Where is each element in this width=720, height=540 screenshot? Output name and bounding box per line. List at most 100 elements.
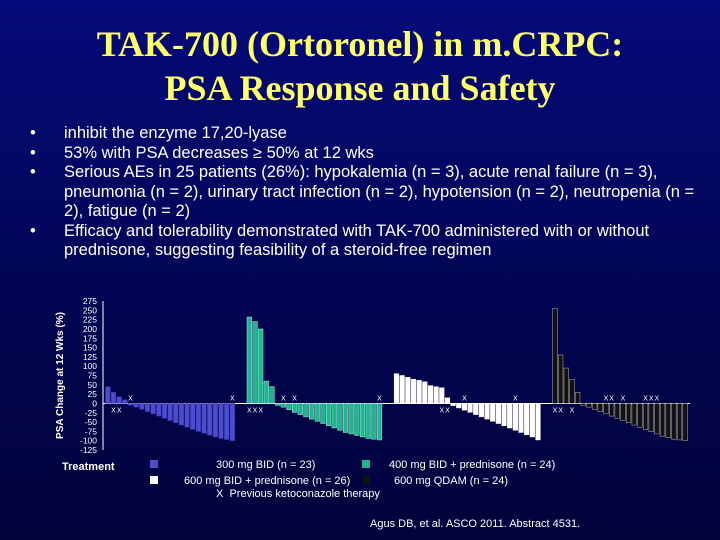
bar: [292, 403, 298, 413]
ketoconazole-marker-symbol: X: [216, 488, 224, 500]
bar: [433, 386, 439, 404]
bar: [252, 321, 258, 404]
bar: [620, 403, 626, 421]
bar: [592, 403, 598, 410]
bar: [359, 403, 366, 438]
ketoconazole-marker: X: [292, 395, 297, 402]
bar: [331, 403, 337, 429]
y-tick-label: 0: [92, 398, 97, 408]
bar: [393, 373, 400, 404]
ketoconazole-marker: X: [513, 395, 518, 402]
ketoconazole-marker: X: [253, 407, 258, 414]
y-tick-label: -100: [80, 436, 97, 446]
bar: [575, 392, 581, 404]
bar: [309, 403, 315, 420]
bar: [580, 403, 586, 406]
slide-title: TAK-700 (Ortoronel) in m.CRPC: PSA Respo…: [0, 22, 720, 110]
bar: [569, 378, 575, 404]
bar: [280, 403, 286, 408]
bar: [122, 399, 128, 404]
bar: [371, 403, 377, 440]
bar: [535, 403, 541, 441]
bar: [325, 403, 332, 427]
bar: [133, 403, 139, 408]
bar: [110, 392, 117, 404]
bar: [286, 403, 292, 411]
bar: [399, 375, 405, 404]
bar: [529, 403, 535, 438]
legend-swatch-600mg-qdam: [362, 476, 370, 484]
bullet-text: Serious AEs in 25 patients (26%): hypoka…: [64, 163, 695, 220]
y-tick-label: 225: [83, 315, 97, 325]
bar: [625, 403, 632, 424]
bar: [478, 403, 484, 418]
legend-label-300mg: 300 mg BID (n = 23): [216, 459, 316, 471]
bullet-item: • Efficacy and tolerability demonstrated …: [30, 222, 700, 261]
bar: [348, 403, 354, 435]
bar: [263, 380, 269, 404]
bar: [229, 403, 235, 441]
legend-swatch-400mg-prednisone: [362, 460, 370, 468]
bullet-text: 53% with PSA decreases ≥ 50% at 12 wks: [64, 143, 374, 162]
bar: [609, 403, 615, 417]
bar: [246, 316, 252, 404]
bar: [654, 403, 660, 435]
legend-swatch-600mg-prednisone: [150, 476, 158, 484]
y-tick-label: 100: [83, 361, 97, 371]
ketoconazole-marker: X: [570, 407, 575, 414]
bar: [648, 403, 654, 432]
ketoconazole-marker: X: [117, 407, 122, 414]
legend-swatch-300mg: [150, 460, 158, 468]
ketoconazole-marker-label: Previous ketoconazole therapy: [229, 488, 380, 500]
bar: [501, 403, 507, 427]
ketoconazole-marker: X: [445, 407, 450, 414]
ketoconazole-marker: X: [621, 395, 626, 402]
bar: [490, 403, 496, 422]
y-tick-label: 175: [83, 333, 97, 343]
ketoconazole-marker: X: [111, 407, 116, 414]
bar: [116, 396, 122, 404]
bar: [144, 403, 151, 412]
bar: [450, 403, 456, 406]
y-tick-label: -25: [85, 408, 98, 418]
bar: [105, 386, 111, 404]
bar: [224, 403, 230, 440]
legend-ketoconazole-note: X Previous ketoconazole therapy: [216, 488, 380, 500]
ketoconazole-marker: X: [655, 395, 660, 402]
bar: [524, 403, 530, 435]
bullet-text: Efficacy and tolerability demonstrated w…: [64, 221, 650, 260]
bar: [563, 367, 569, 404]
bar: [173, 403, 179, 424]
bar: [342, 403, 349, 433]
bar: [676, 403, 683, 441]
y-tick-label: 275: [83, 296, 97, 306]
bar: [167, 403, 173, 421]
bar: [376, 403, 383, 441]
bar: [314, 403, 320, 422]
bar: [631, 403, 637, 426]
bar: [682, 403, 688, 441]
y-tick-label: -125: [80, 445, 97, 455]
bar: [212, 403, 218, 438]
bar: [178, 403, 184, 426]
bar: [671, 403, 677, 440]
ketoconazole-marker: X: [377, 395, 382, 402]
bullet-dot: •: [30, 163, 36, 181]
ketoconazole-marker: X: [128, 395, 133, 402]
bar: [614, 403, 620, 419]
ketoconazole-marker: X: [462, 395, 467, 402]
bar: [190, 403, 196, 430]
bullet-dot: •: [30, 124, 36, 142]
bar: [507, 403, 513, 429]
bar: [444, 397, 451, 404]
bar: [665, 403, 671, 438]
bar: [642, 403, 649, 430]
y-tick-label: 125: [83, 352, 97, 362]
bar: [518, 403, 524, 433]
y-tick-label: 250: [83, 305, 97, 315]
bar: [127, 403, 134, 406]
bar: [597, 403, 603, 412]
bullet-dot: •: [30, 221, 36, 240]
bar: [354, 403, 360, 436]
bar: [427, 385, 434, 404]
